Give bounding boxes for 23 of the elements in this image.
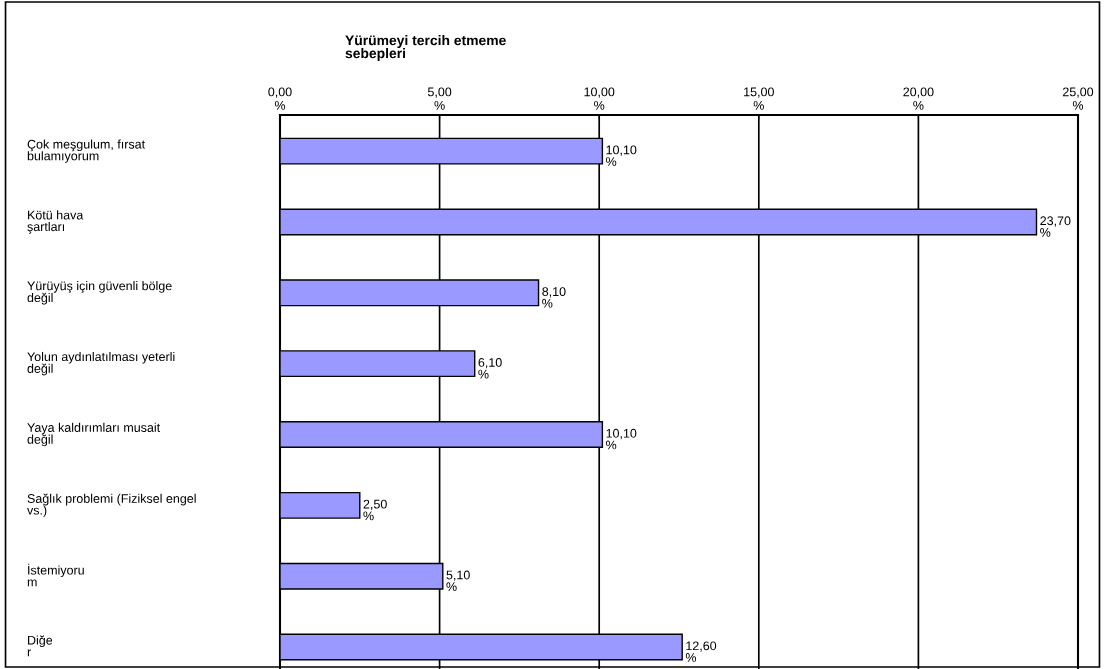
x-tick-label: 10,00 % xyxy=(584,87,615,110)
y-tick-label: Yolun aydınlatılması yeterli değil xyxy=(27,351,175,376)
y-tick-label: Sağlık problemi (Fiziksel engel vs.) xyxy=(27,493,196,518)
data-label: 8,10 % xyxy=(542,287,566,308)
y-tick-label: Yaya kaldırımları musait değil xyxy=(27,422,161,447)
data-label: 12,60 % xyxy=(685,641,717,662)
x-tick-label: 25,00 % xyxy=(1062,87,1094,110)
y-tick-label: Kötü hava şartları xyxy=(27,210,84,234)
x-tick-label: 20,00 % xyxy=(903,87,934,110)
x-tick-label: 15,00 % xyxy=(744,87,774,110)
data-label: 10,10 % xyxy=(606,145,637,166)
data-label: 23,70 % xyxy=(1040,216,1071,237)
x-tick-label: 5,00 % xyxy=(427,87,452,110)
y-tick-label: Çok meşgulum, fırsat bulamıyorum xyxy=(27,139,145,163)
y-tick-label: Diğe r xyxy=(27,635,53,657)
data-label: 6,10 % xyxy=(478,358,502,379)
y-tick-label: İstemiyoru m xyxy=(27,563,84,587)
data-label: 5,10 % xyxy=(446,570,470,591)
y-tick-label: Yürüyüş için güvenli bölge değil xyxy=(27,281,172,305)
data-label: 2,50 % xyxy=(363,499,387,521)
chart-title: Yürümeyi tercih etmeme sebepleri xyxy=(345,35,506,61)
x-tick-label: 0,00 % xyxy=(268,87,292,110)
data-label: 10,10 % xyxy=(606,428,637,450)
